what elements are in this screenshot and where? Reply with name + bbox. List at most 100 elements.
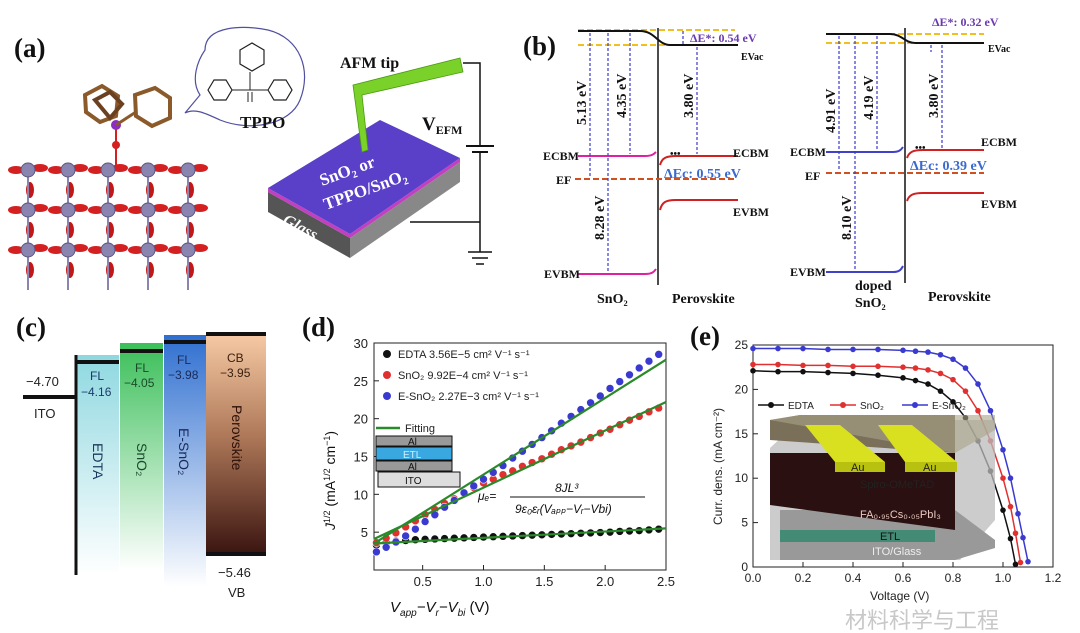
y-tick-label-e: 0	[741, 560, 748, 574]
tin-atom	[100, 242, 116, 258]
legend-label-e: EDTA	[788, 401, 814, 412]
panel-d: (d) 0.5 1.0 1.5 2.0 2.5 5 10 15 20 25 30 Al ETL Al…	[302, 312, 675, 619]
ito-label: ITO	[34, 406, 55, 421]
edta-fl: FL	[90, 369, 104, 383]
legend-marker-e	[840, 402, 846, 408]
legend-e: EDTA SnO₂ E-SnO₂	[758, 401, 966, 412]
data-point-e	[975, 381, 981, 387]
formula-numerator: 8JL³	[555, 481, 579, 495]
band-diagram-doped-sno2: ••• ΔE*: 0.32 eV ΔEc: 0.39 eV EVac ECBM …	[790, 15, 1017, 311]
oxygen-atom	[168, 166, 184, 174]
tppo-molecule-model	[82, 83, 172, 165]
x-tick-label-d: 1.0	[474, 574, 492, 589]
inset-ito-glass: ITO/Glass	[872, 546, 922, 558]
data-point-d	[430, 534, 440, 544]
esno2-fl-value: −3.98	[168, 368, 199, 382]
x-tick-label-e: 0.6	[895, 571, 912, 585]
inset-absorber: FA₀.₉₅Cs₀.₀₅PbI₃	[860, 509, 941, 521]
data-point-e	[775, 361, 781, 368]
data-point-e	[750, 367, 756, 374]
edta-fl-value: −4.16	[81, 385, 112, 399]
oxygen-atom	[128, 166, 144, 174]
x-tick-label-e: 0.4	[845, 571, 862, 585]
data-point-e	[1007, 535, 1014, 542]
data-point-e	[1020, 534, 1026, 541]
y-tick-label-d: 5	[361, 525, 368, 540]
delta-e-star-left: ΔE*: 0.54 eV	[690, 31, 757, 45]
data-point-e	[912, 365, 919, 371]
transfer-dots: •••	[915, 143, 926, 154]
tin-atom	[20, 242, 36, 258]
oxygen-atom	[48, 206, 64, 214]
data-point-e	[937, 370, 944, 377]
evbm-left-perovskite: EVBM	[733, 205, 769, 219]
oxygen-atom	[32, 244, 48, 252]
data-point-e	[775, 368, 781, 375]
ecbm-left-perovskite: ECBM	[733, 146, 769, 160]
evac-right: EVac	[988, 44, 1011, 55]
data-point-e	[1025, 558, 1031, 565]
data-point-e	[875, 346, 881, 353]
panel-b-label: (b)	[523, 31, 556, 61]
legend-marker-d	[383, 350, 391, 358]
oxygen-atom	[192, 164, 208, 172]
data-point-d	[654, 350, 664, 359]
legend-marker-d	[383, 392, 391, 400]
oxygen-atom	[88, 206, 104, 214]
x-tick-label-d: 2.0	[596, 574, 614, 589]
tppo-speech-bubble: TPPO	[184, 26, 306, 132]
oxygen-atom	[152, 204, 168, 212]
perovskite-vb-value: −5.46	[218, 565, 251, 580]
data-point-e	[900, 347, 906, 354]
tppo-label: TPPO	[240, 113, 285, 132]
tin-atom	[140, 202, 156, 218]
tin-atom	[140, 162, 156, 178]
x-tick-label-e: 1.2	[1045, 571, 1062, 585]
formula-denominator: 9ε₀εᵣ(Vₐₚₚ−Vᵣ−Vbi)	[515, 502, 612, 516]
data-point-e	[950, 356, 956, 363]
edta-bar	[75, 355, 119, 575]
inset-etl: ETL	[403, 450, 422, 461]
oxygen-atom	[32, 204, 48, 212]
delta-ec-right: ΔEc: 0.39 eV	[910, 159, 987, 174]
data-point-d	[469, 481, 479, 491]
tin-atom	[180, 162, 196, 178]
data-point-d	[605, 384, 615, 393]
edta-name: EDTA	[90, 443, 106, 480]
sno2-lattice	[8, 162, 208, 290]
y-tick-label-d: 20	[354, 412, 368, 427]
data-point-e	[1015, 510, 1021, 517]
legend-label-d: E-SnO₂ 2.27E−3 cm² V⁻¹ s⁻¹	[398, 391, 539, 403]
oxygen-atom	[72, 204, 88, 212]
inset-al-bottom: Al	[408, 462, 417, 473]
data-point-e	[987, 407, 994, 414]
sno2-name: SnO₂	[134, 443, 150, 476]
panel-a-label: (a)	[14, 33, 45, 63]
y-tick-label-d: 25	[354, 374, 368, 389]
data-point-e	[1017, 559, 1024, 566]
data-point-e	[962, 365, 969, 371]
inset-au-1: Au	[851, 462, 864, 474]
x-tick-label-e: 0.8	[945, 571, 962, 585]
gap-8-28: 8.28 eV	[593, 196, 608, 240]
y-tick-label-d: 10	[354, 487, 368, 502]
jv-curve-e	[753, 363, 1022, 563]
panel-d-label: (d)	[302, 312, 335, 342]
ef-left: EF	[556, 173, 571, 187]
tin-atom	[60, 242, 76, 258]
data-point-e	[925, 367, 931, 373]
tin-atom	[180, 242, 196, 258]
data-point-d	[634, 363, 644, 373]
esno2-name: E-SnO₂	[176, 428, 192, 475]
x-tick-label-e: 0.2	[795, 571, 812, 585]
oxygen-atom	[88, 166, 104, 174]
sno2-fl-value: −4.05	[124, 376, 155, 390]
data-point-e	[850, 370, 856, 377]
data-point-e	[800, 368, 806, 375]
data-point-e	[825, 346, 831, 353]
x-tick-label-e: 1.0	[995, 571, 1012, 585]
data-point-e	[825, 362, 831, 369]
evbm-right-perovskite: EVBM	[981, 197, 1017, 211]
data-point-e	[975, 407, 981, 414]
data-point-d	[381, 542, 391, 552]
